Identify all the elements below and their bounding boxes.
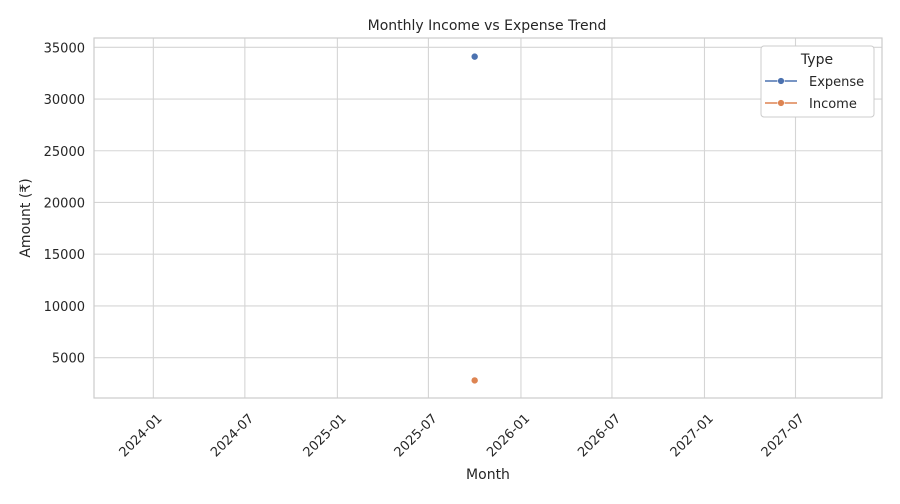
x-tick-label: 2025-07 [392, 411, 441, 460]
x-tick-label: 2027-01 [668, 411, 717, 460]
x-tick-label: 2025-01 [301, 411, 350, 460]
data-point [470, 52, 479, 61]
x-tick-label: 2024-07 [208, 411, 257, 460]
legend-marker [777, 77, 785, 85]
y-tick-label: 25000 [44, 145, 85, 160]
grid [94, 38, 882, 398]
x-tick-label: 2026-07 [575, 411, 624, 460]
x-axis-label: Month [466, 467, 510, 483]
y-axis-label: Amount (₹) [18, 178, 34, 257]
legend-item-expense: Expense [765, 75, 864, 90]
y-tick-label: 20000 [44, 196, 85, 211]
legend-label: Income [809, 97, 857, 112]
plot-frame [93, 37, 883, 399]
x-axis-ticks: 2024-01 2024-07 2025-01 2025-07 2026-01 2026-… [117, 411, 808, 460]
x-tick-label: 2027-07 [759, 411, 808, 460]
legend-marker [777, 99, 785, 107]
legend: Type Expense Income [760, 45, 875, 118]
y-tick-label: 15000 [44, 248, 85, 263]
data-point [470, 376, 479, 385]
chart-title: Monthly Income vs Expense Trend [368, 18, 607, 34]
y-tick-label: 10000 [44, 300, 85, 315]
x-tick-label: 2024-01 [117, 411, 166, 460]
y-axis-ticks: 5000 10000 15000 20000 25000 30000 35000 [44, 41, 85, 366]
legend-item-income: Income [765, 97, 857, 112]
series-expense [470, 52, 479, 61]
series [470, 52, 479, 385]
x-tick-label: 2026-01 [484, 411, 533, 460]
y-tick-label: 30000 [44, 93, 85, 108]
y-tick-label: 35000 [44, 41, 85, 56]
legend-items: Expense Income [765, 75, 864, 112]
legend-label: Expense [809, 75, 864, 90]
legend-title: Type [800, 52, 833, 68]
y-tick-label: 5000 [52, 352, 85, 367]
legend-box [760, 45, 875, 118]
series-income [470, 376, 479, 385]
